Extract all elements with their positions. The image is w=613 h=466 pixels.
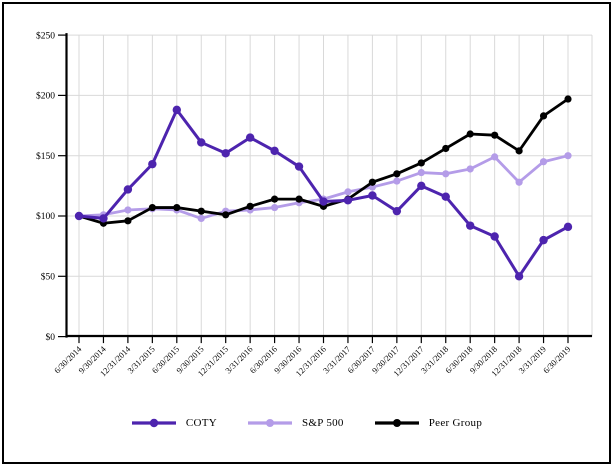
legend-label-sp500: S&P 500	[302, 417, 344, 429]
svg-text:$50: $50	[41, 272, 56, 283]
svg-text:$150: $150	[36, 151, 55, 162]
svg-text:$250: $250	[36, 30, 55, 41]
svg-text:$0: $0	[46, 332, 56, 343]
legend-item-coty: COTY	[131, 417, 217, 429]
coty-line-marker	[131, 418, 176, 428]
svg-text:$100: $100	[36, 211, 55, 222]
legend-item-peer-group: Peer Group	[374, 417, 482, 429]
peer-group-line-marker	[374, 419, 419, 427]
svg-text:6/30/2019: 6/30/2019	[541, 344, 572, 375]
legend-label-coty: COTY	[185, 417, 217, 429]
legend-item-sp500: S&P 500	[247, 417, 344, 429]
svg-text:$200: $200	[36, 91, 55, 102]
sp500-line-marker	[248, 419, 292, 427]
chart-legend: COTY S&P 500 Peer Group	[0, 417, 613, 429]
legend-label-peer-group: Peer Group	[428, 417, 483, 429]
